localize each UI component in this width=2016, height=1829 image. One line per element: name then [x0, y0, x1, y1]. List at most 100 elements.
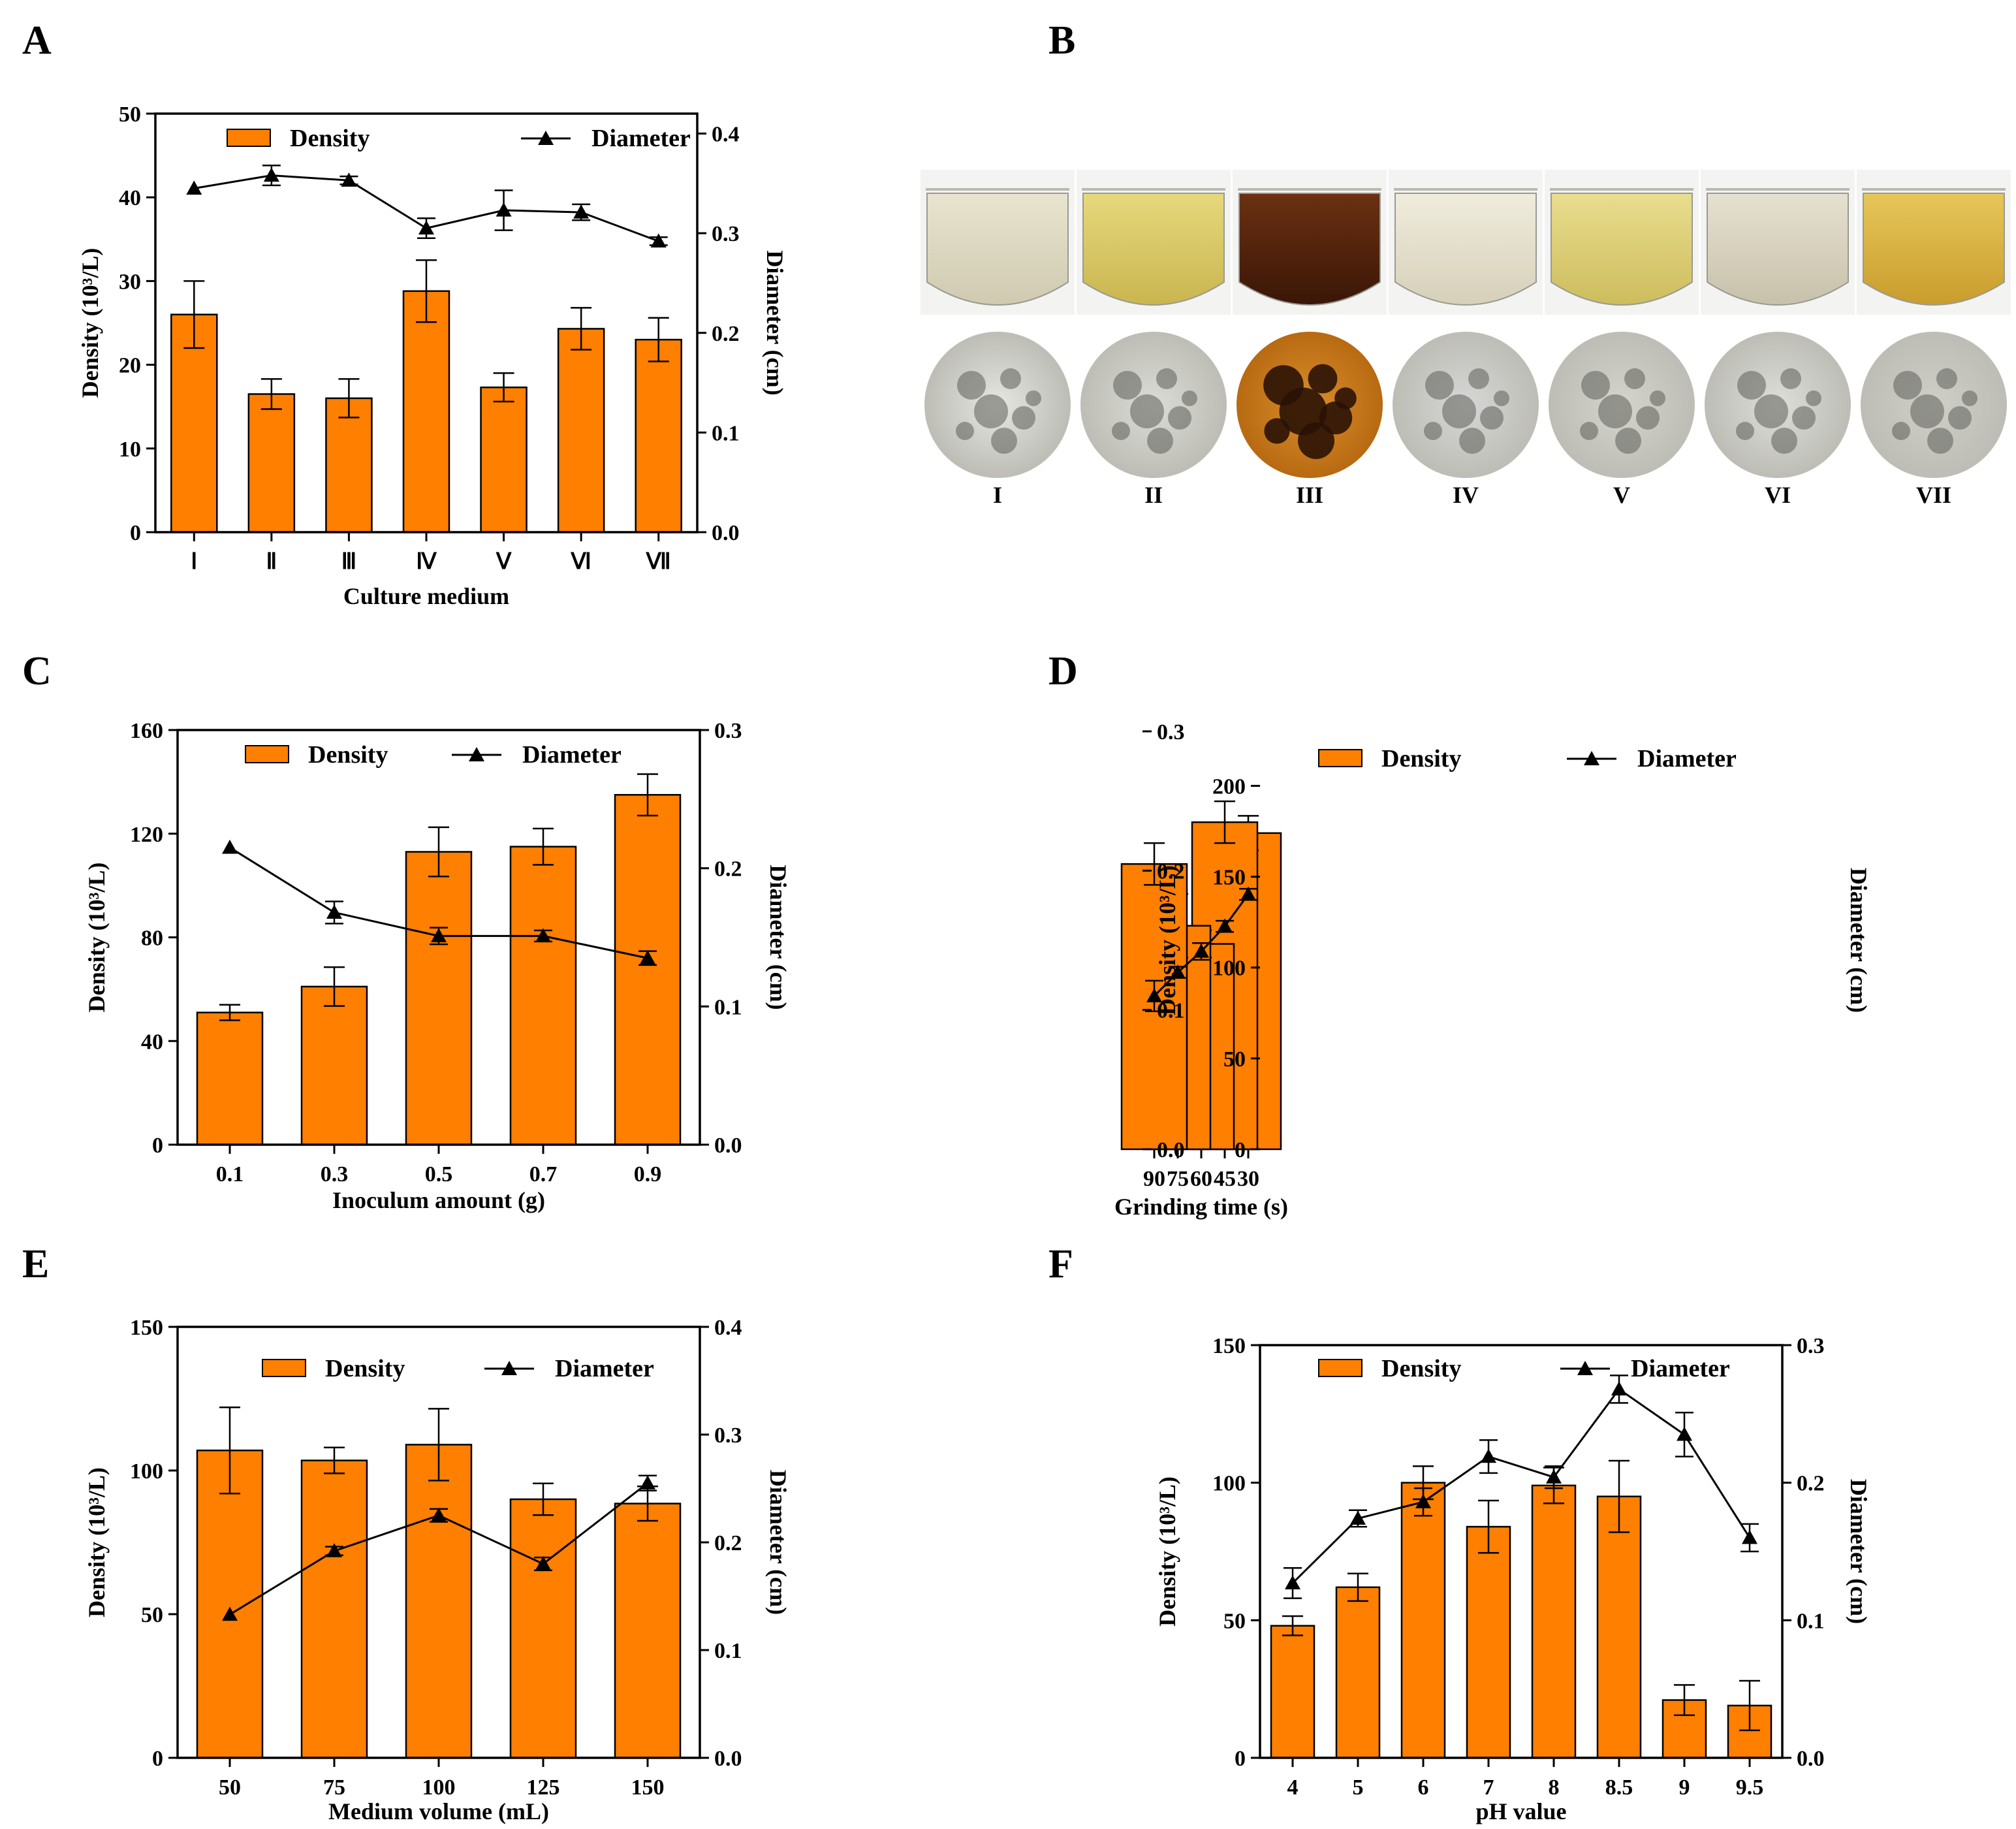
x-tick-label: 125 [527, 1775, 560, 1800]
y-right-tick-label: 0.2 [714, 857, 742, 882]
y-left-tick-label: 0 [152, 1134, 163, 1158]
medium-label: IV [1453, 482, 1479, 508]
diameter-point [431, 928, 447, 942]
panel-label-c: C [22, 649, 52, 693]
chart-culture-medium: 0 10 20 30 40 50 0.0 0.1 0.2 0.3 0.4 Ⅰ Ⅱ Ⅲ Ⅳ Ⅴ Ⅵ Ⅶ Culture… [77, 103, 788, 609]
y-right-tick-label: 0.2 [712, 322, 740, 346]
x-tick-label: Ⅰ [191, 550, 197, 574]
diameter-point [186, 180, 202, 195]
y-right-axis-title: Diameter (cm) [1846, 1479, 1872, 1624]
y-right-axis-title: Diameter (cm) [765, 1470, 791, 1615]
density-bar [300, 985, 368, 1146]
diameter-point [1742, 1529, 1757, 1544]
diameter-point [418, 220, 434, 235]
pellet-spot [1754, 394, 1788, 428]
x-tick-label: 9 [1679, 1775, 1690, 1800]
y-right-tick-label: 0.3 [712, 222, 740, 246]
diameter-point [1146, 988, 1162, 1002]
y-right-axis-title: Diameter (cm) [762, 250, 788, 395]
y-left-tick-label: 80 [141, 927, 163, 951]
diameter-point [535, 928, 551, 942]
pellet-spot [1130, 394, 1164, 428]
beaker-culture [1551, 193, 1693, 306]
pellet-spot [1000, 368, 1021, 389]
y-right-tick-label: 0.0 [1157, 1138, 1185, 1162]
density-bar [557, 328, 605, 533]
pellet-spot [1636, 406, 1660, 430]
x-tick-label: 0.5 [425, 1162, 453, 1186]
x-axis-title: Medium volume (mL) [328, 1798, 549, 1824]
panel-label-a: A [22, 18, 52, 63]
pellet-spot [1026, 390, 1041, 406]
panel-a: A 0 10 20 30 40 50 0.0 0.1 0.2 0.3 0.4 Ⅰ Ⅱ Ⅲ Ⅳ Ⅴ Ⅵ Ⅶ Cultu… [22, 18, 788, 609]
legend-diameter-label: Diameter [1631, 1355, 1730, 1382]
legend-diameter-marker [469, 747, 484, 761]
pellet-spot [1771, 428, 1797, 454]
legend-diameter-marker [538, 131, 554, 145]
density-bar [405, 851, 473, 1146]
y-left-axis-title: Density (10³/L) [84, 1467, 110, 1617]
legend-density-label: Density [325, 1355, 405, 1382]
pellet-spot [1112, 422, 1130, 440]
pellet-spot [1298, 422, 1334, 459]
x-tick-label: Ⅳ [416, 550, 437, 574]
y-right-tick-label: 0.1 [714, 995, 742, 1019]
pellet-spot [1425, 371, 1454, 400]
chart-inoculum-amount: 0 40 80 120 160 0.0 0.1 0.2 0.3 0.1 0.3 0.5 0.7 0.9 In… [84, 719, 791, 1213]
legend-density-swatch [1318, 1359, 1362, 1377]
panel-b: B I II III IV V VI VII [921, 18, 2011, 508]
density-bar [1466, 1525, 1511, 1759]
panel-c: C 0 40 80 120 160 0.0 0.1 0.2 0.3 0.1 0.3 0.5 0.7 0.9… [22, 649, 791, 1213]
pellet-spot [1910, 394, 1944, 428]
y-left-tick-label: 30 [119, 270, 141, 294]
x-axis-title: Grinding time (s) [1114, 1194, 1288, 1220]
y-right-tick-label: 0.3 [1797, 1334, 1825, 1358]
plot-frame [1259, 1344, 1784, 1759]
pellet-spot [1893, 371, 1922, 400]
medium-label: II [1144, 482, 1163, 508]
diameter-point [326, 1543, 342, 1557]
y-right-tick-label: 0.0 [714, 1747, 742, 1771]
density-bar [402, 290, 450, 533]
diameter-point [640, 1475, 655, 1489]
x-tick-label: 5 [1353, 1775, 1364, 1800]
y-right-tick-label: 0.1 [714, 1639, 742, 1663]
diameter-point [263, 167, 279, 182]
pellet-spot [1494, 390, 1509, 406]
pellet-spot [1948, 406, 1972, 430]
y-right-tick-label: 0.4 [712, 123, 740, 147]
diameter-point [535, 1556, 551, 1570]
pellet-spot [1736, 422, 1754, 440]
y-right-tick-label: 0.1 [712, 421, 740, 445]
x-tick-label: 100 [422, 1775, 456, 1800]
medium-label: I [993, 482, 1002, 508]
density-bar [1531, 1484, 1577, 1759]
density-bar [405, 1444, 473, 1759]
x-tick-label: Ⅵ [570, 550, 591, 574]
pellet-spot [1580, 422, 1598, 440]
pellet-spot [1480, 406, 1504, 430]
diameter-point [650, 233, 667, 247]
pellet-spot [1892, 422, 1910, 440]
x-tick-label: 9.5 [1736, 1775, 1764, 1800]
pellet-spot [1936, 368, 1957, 389]
pellet-spot [1147, 428, 1173, 454]
x-tick-label: 8.5 [1605, 1775, 1633, 1800]
diameter-point [222, 839, 238, 854]
diameter-point [1677, 1426, 1692, 1441]
x-axis-title: Culture medium [343, 583, 509, 609]
diameter-point [222, 1606, 238, 1621]
y-right-tick-label: 0.3 [1157, 720, 1185, 744]
y-left-tick-label: 150 [130, 1316, 163, 1340]
pellet-spot [1962, 390, 1977, 406]
legend-density-label: Density [308, 741, 388, 769]
pellet-spot [1806, 390, 1821, 406]
y-left-tick-label: 10 [119, 437, 141, 462]
legend-density-label: Density [1381, 745, 1461, 772]
pellet-spot [1927, 428, 1953, 454]
x-tick-label: 4 [1287, 1775, 1299, 1800]
pellet-spot [1581, 371, 1610, 400]
density-bar [325, 397, 373, 533]
y-right-tick-label: 0.0 [1797, 1747, 1825, 1771]
x-tick-label: 8 [1549, 1775, 1560, 1800]
